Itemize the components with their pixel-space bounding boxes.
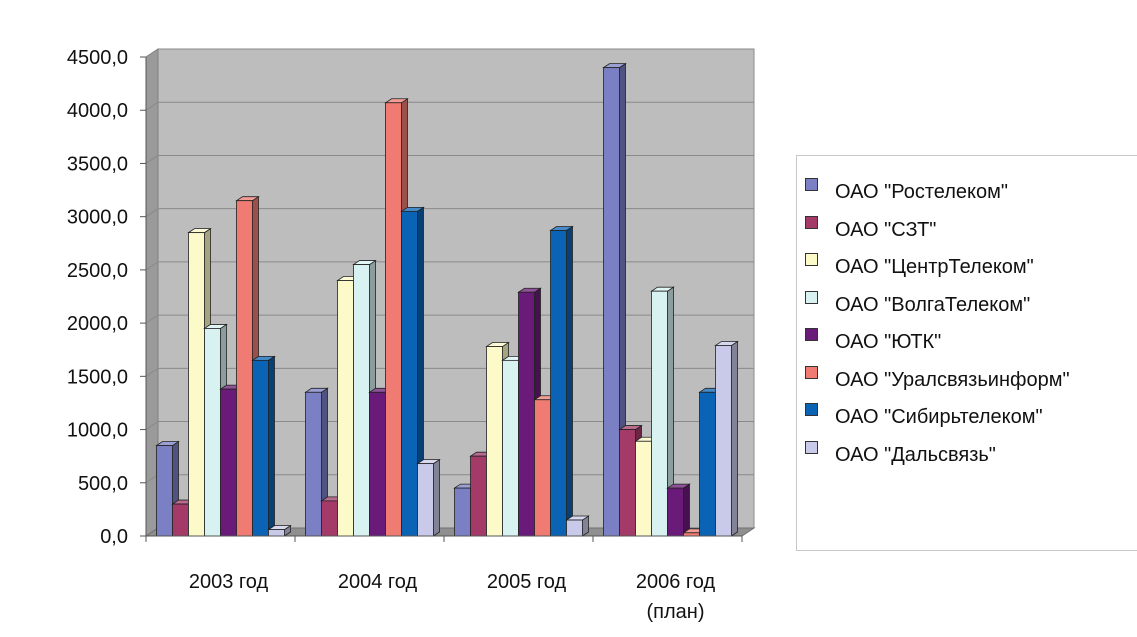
- bar-front: [619, 429, 636, 537]
- bar-front: [204, 328, 221, 537]
- bar-front: [236, 200, 253, 537]
- legend-label: ОАО "ЦентрТелеком": [835, 256, 1034, 278]
- y-tick-label: 0,0: [100, 526, 128, 548]
- gridline: [145, 48, 754, 58]
- bar: [565, 515, 590, 537]
- bars: [155, 62, 739, 537]
- legend-label: ОАО "СЗТ": [835, 218, 937, 241]
- bar-front: [369, 391, 386, 537]
- bar-side: [433, 458, 440, 537]
- x-tick-label: 2005 год: [487, 571, 567, 593]
- bar-front: [188, 232, 205, 537]
- legend-swatch: [805, 290, 818, 304]
- legend-swatch: [805, 328, 818, 341]
- bar: [416, 458, 441, 537]
- bar-front: [220, 388, 237, 537]
- bar-front: [550, 230, 567, 537]
- legend-swatch: [805, 365, 818, 379]
- bar: [714, 340, 739, 537]
- legend-swatch: [805, 215, 818, 229]
- bar-front: [321, 500, 338, 537]
- bar: [267, 524, 292, 537]
- legend: ОАО "Ростелеком" ОАО "СЗТ" ОАО "ЦентрТелек…: [796, 155, 1137, 551]
- y-tick-label: 2500,0: [67, 260, 128, 282]
- legend-label: ОАО "Уралсвязьинформ": [835, 368, 1070, 391]
- gridline: [145, 208, 754, 218]
- bar-front: [353, 264, 370, 537]
- y-tick-label: 2000,0: [67, 313, 128, 335]
- legend-label: ОАО "Ростелеком": [835, 181, 1008, 203]
- legend-swatch: [805, 440, 818, 454]
- bar-front: [699, 391, 716, 537]
- bar-front: [337, 280, 354, 537]
- y-tick-label: 1000,0: [67, 420, 128, 442]
- y-tick-label: 1500,0: [67, 366, 128, 388]
- bar-front: [385, 102, 402, 537]
- bar-front: [252, 359, 269, 537]
- bar: [549, 225, 574, 537]
- bar-side: [566, 225, 573, 537]
- legend-label: ОАО "Дальсвязь": [835, 443, 996, 466]
- bar-front: [470, 455, 487, 537]
- axes: 0,0 500,0 1000,0 1500,0 2000,0 2500,0 3000,0 35…: [67, 47, 743, 623]
- x-tick-label: 2004 год: [338, 571, 418, 593]
- legend-label: ОАО "Сибирьтелеком": [835, 406, 1043, 428]
- bar: [251, 355, 276, 537]
- x-tick-label: 2003 год: [189, 571, 269, 593]
- bar-front: [502, 359, 519, 537]
- y-tick-label: 4000,0: [67, 100, 128, 122]
- y-tick-label: 3000,0: [67, 207, 128, 229]
- bar-front: [518, 291, 535, 537]
- legend-swatch: [805, 178, 818, 191]
- gridline: [145, 154, 754, 164]
- bar-front: [268, 529, 285, 537]
- x-tick-label: 2006 год: [636, 571, 716, 593]
- bar-side: [683, 483, 690, 537]
- bar-front: [156, 445, 173, 537]
- bar-front: [566, 519, 583, 537]
- y-tick-label: 500,0: [78, 473, 128, 495]
- bar: [666, 483, 691, 537]
- y-tick-label: 4500,0: [67, 47, 128, 69]
- bar-front: [651, 290, 668, 537]
- bar-side: [268, 355, 275, 537]
- bar-front: [603, 67, 620, 537]
- legend-label: ОАО "ЮТК": [835, 331, 942, 353]
- gridline: [145, 101, 754, 111]
- bar-front: [635, 440, 652, 537]
- bar-front: [401, 210, 418, 537]
- y-tick-label: 3500,0: [67, 153, 128, 175]
- legend-swatch: [805, 403, 818, 416]
- bar-front: [417, 463, 434, 537]
- legend-label: ОАО "ВолгаТелеком": [835, 293, 1031, 316]
- bar-front: [534, 399, 551, 537]
- bar-front: [454, 487, 471, 537]
- x-tick-label: (план): [647, 601, 705, 623]
- legend-swatch: [805, 253, 818, 266]
- bar-front: [172, 503, 189, 537]
- bar: [602, 62, 627, 537]
- bar-front: [667, 487, 684, 537]
- bar-front: [715, 345, 732, 537]
- bar-front: [486, 346, 503, 537]
- bar-side: [731, 340, 738, 537]
- bar-front: [305, 391, 322, 537]
